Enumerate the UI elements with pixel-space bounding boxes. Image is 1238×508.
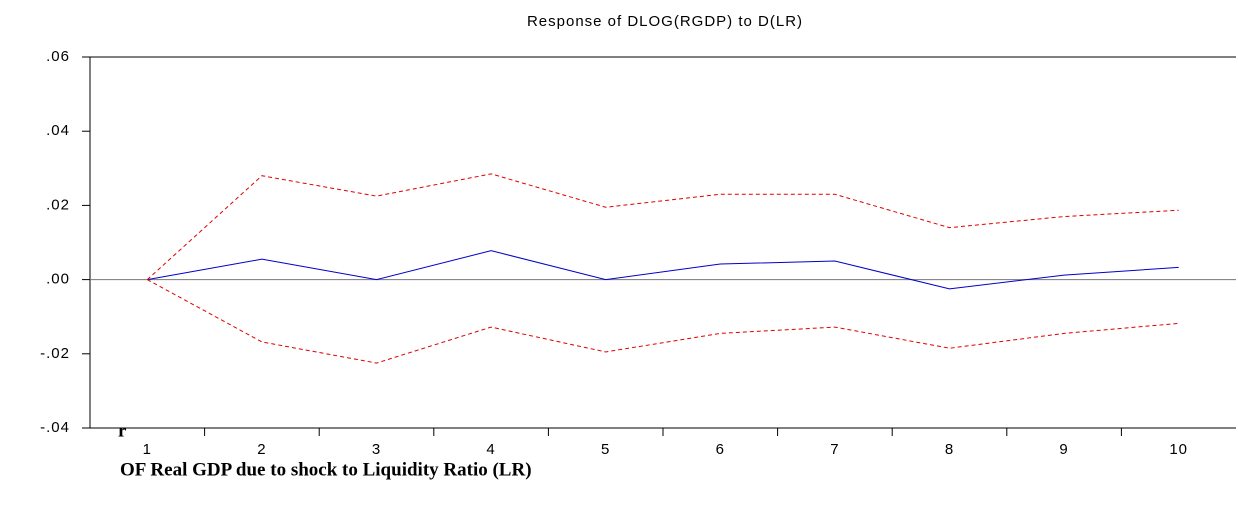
y-tick-label: -.02 xyxy=(40,345,70,362)
x-tick-label: 5 xyxy=(601,441,610,458)
x-tick-label: 8 xyxy=(945,441,954,458)
series-line xyxy=(147,250,1179,290)
x-tick-label: 7 xyxy=(830,441,839,458)
x-tick-label: 9 xyxy=(1059,441,1068,458)
y-tick-label: .06 xyxy=(46,48,70,65)
series-line xyxy=(147,279,1179,364)
x-tick-label: 10 xyxy=(1169,441,1188,458)
chart-title: Response of DLOG(RGDP) to D(LR) xyxy=(527,13,803,30)
y-tick-label: .04 xyxy=(46,122,70,139)
x-tick-label: 1 xyxy=(143,441,152,458)
x-tick-label: 6 xyxy=(716,441,725,458)
y-tick-label: -.04 xyxy=(40,419,70,436)
y-tick-label: .00 xyxy=(46,271,70,288)
y-tick-label: .02 xyxy=(46,196,70,213)
x-tick-label: 3 xyxy=(372,441,381,458)
series-line xyxy=(146,173,1179,280)
annotation: r xyxy=(118,420,127,441)
x-tick-label: 4 xyxy=(486,441,495,458)
x-tick-label: 2 xyxy=(257,441,266,458)
caption: OF Real GDP due to shock to Liquidity Ra… xyxy=(120,459,532,480)
